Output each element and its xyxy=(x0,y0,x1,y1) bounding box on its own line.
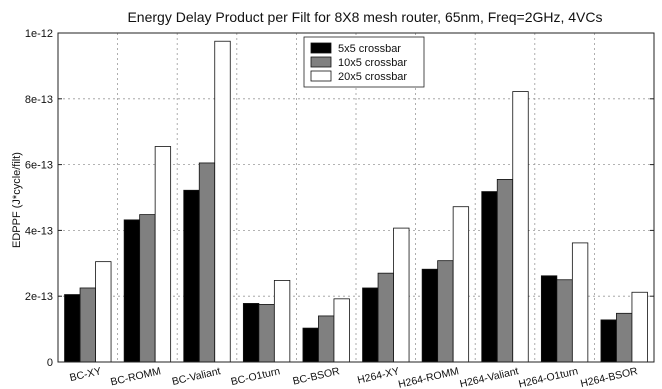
y-tick-label: 8e-13 xyxy=(25,94,53,106)
bar-h264-valiant-10x5-crossbar xyxy=(496,179,514,363)
bar-h264-bsor-5x5-crossbar xyxy=(600,319,617,363)
y-axis-ticks: 0 2e-13 4e-13 6e-13 8e-13 1e-12 xyxy=(25,28,654,369)
bar-bc-o1turn-20x5-crossbar xyxy=(273,280,291,363)
x-axis-categories: BC-XY BC-ROMM BC-Valiant BC-O1turn BC-BSOR H2… xyxy=(69,365,640,389)
bar-h264-xy-5x5-crossbar xyxy=(362,287,379,363)
bar-bc-bsor-5x5-crossbar xyxy=(302,327,319,363)
bar-bc-valiant-5x5-crossbar xyxy=(183,189,200,363)
x-category-label: BC-BSOR xyxy=(292,365,342,388)
x-category-label: BC-Valiant xyxy=(171,365,222,388)
plot-frame xyxy=(57,32,655,363)
legend-swatch xyxy=(310,56,332,68)
bar-h264-xy-10x5-crossbar xyxy=(377,272,394,363)
bar-h264-o1turn-5x5-crossbar xyxy=(540,275,558,363)
y-tick-label: 2e-13 xyxy=(25,291,53,303)
bar-bc-o1turn-5x5-crossbar xyxy=(242,303,260,363)
chart-title: Energy Delay Product per Filt for 8X8 me… xyxy=(127,9,602,25)
bar-bc-romm-5x5-crossbar xyxy=(123,219,141,363)
bar-h264-valiant-5x5-crossbar xyxy=(481,191,498,363)
x-category-label: BC-ROMM xyxy=(109,365,162,388)
x-category-label: H264-BSOR xyxy=(579,365,639,389)
bar-bc-bsor-10x5-crossbar xyxy=(318,315,335,363)
x-category-label: H264-O1turn xyxy=(517,365,579,389)
bar-h264-bsor-10x5-crossbar xyxy=(616,312,633,363)
bar-h264-valiant-20x5-crossbar xyxy=(512,91,529,363)
bar-h264-romm-20x5-crossbar xyxy=(452,206,470,363)
bar-bc-valiant-10x5-crossbar xyxy=(198,162,216,363)
bar-bc-romm-10x5-crossbar xyxy=(139,214,156,363)
legend-label: 5x5 crossbar xyxy=(338,43,401,55)
bar-h264-romm-5x5-crossbar xyxy=(421,268,439,363)
bar-h264-bsor-20x5-crossbar xyxy=(631,291,648,363)
x-category-label: BC-XY xyxy=(69,365,103,384)
legend-label: 10x5 crossbar xyxy=(338,57,407,69)
bar-bc-xy-5x5-crossbar xyxy=(64,294,81,363)
y-tick-label: 6e-13 xyxy=(25,160,53,172)
bar-h264-xy-20x5-crossbar xyxy=(393,227,410,363)
bar-bc-valiant-20x5-crossbar xyxy=(214,40,231,363)
legend-label: 20x5 crossbar xyxy=(338,71,407,83)
bar-bc-xy-10x5-crossbar xyxy=(79,287,96,363)
x-category-label: H264-Valiant xyxy=(459,365,520,389)
y-tick-label: 1e-12 xyxy=(25,28,53,40)
y-axis-label: EDPPF (J*cycle/filt) xyxy=(11,152,23,248)
bar-bc-romm-20x5-crossbar xyxy=(154,146,172,363)
bars-group xyxy=(64,40,648,363)
x-category-label: H264-XY xyxy=(356,365,400,386)
x-category-label: H264-ROMM xyxy=(397,365,460,389)
bar-bc-xy-20x5-crossbar xyxy=(95,261,112,363)
y-tick-label: 4e-13 xyxy=(25,225,53,237)
bar-h264-o1turn-10x5-crossbar xyxy=(556,279,573,363)
legend-swatch xyxy=(310,70,332,82)
bar-h264-romm-10x5-crossbar xyxy=(437,260,454,363)
y-tick-label: 0 xyxy=(47,357,53,369)
legend: 5x5 crossbar 10x5 crossbar 20x5 crossbar xyxy=(303,36,425,88)
bar-bc-bsor-20x5-crossbar xyxy=(333,298,350,363)
x-category-label: BC-O1turn xyxy=(230,365,282,388)
bar-bc-o1turn-10x5-crossbar xyxy=(258,304,275,363)
bar-h264-o1turn-20x5-crossbar xyxy=(571,242,589,363)
legend-swatch xyxy=(310,42,332,54)
